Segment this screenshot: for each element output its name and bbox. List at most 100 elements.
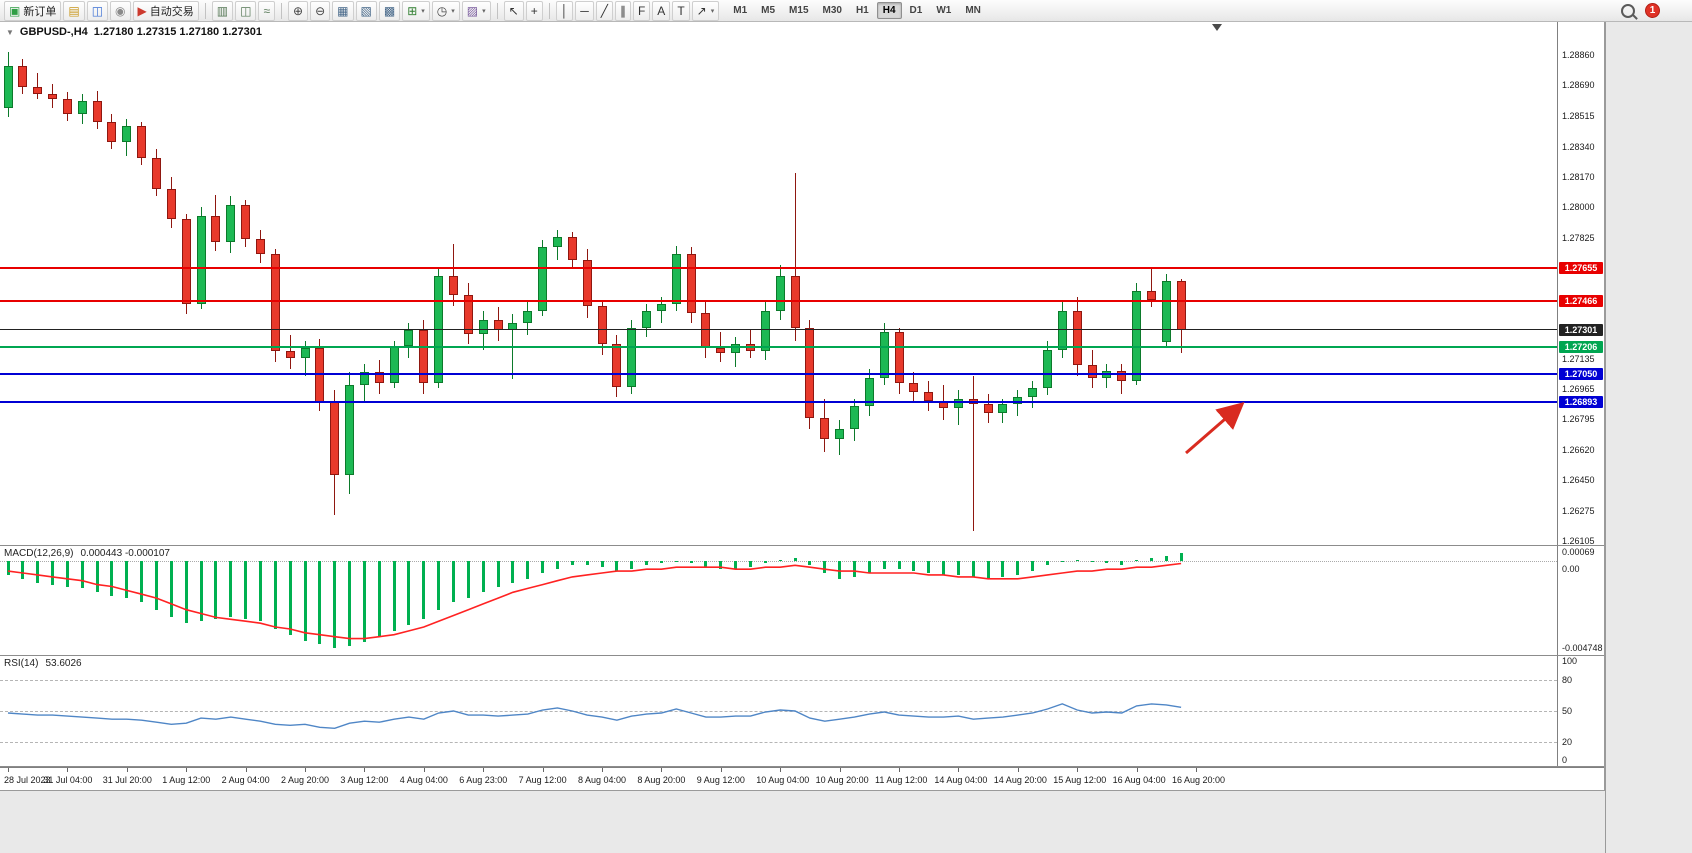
macd-bar xyxy=(1001,561,1005,577)
macd-bar xyxy=(1164,555,1168,562)
candle xyxy=(820,418,830,440)
macd-bar xyxy=(155,561,158,610)
bar-chart-mode-button[interactable]: ▥ xyxy=(211,0,234,21)
zoom-out-button[interactable]: ⊖ xyxy=(310,0,331,21)
rsi-line xyxy=(7,703,1182,730)
timeframe-mn-button[interactable]: MN xyxy=(965,5,981,16)
candle xyxy=(62,99,72,114)
arrows-tool-button[interactable]: ↗ ▾ xyxy=(691,0,720,21)
rsi-axis: 100 80 50 20 0 xyxy=(1557,656,1604,766)
channel-tool-button[interactable]: ∥ xyxy=(614,0,631,21)
timeframe-m30-button[interactable]: M30 xyxy=(822,5,842,16)
fibonacci-tool-button[interactable]: F xyxy=(632,0,651,21)
time-label: 4 Aug 04:00 xyxy=(399,775,448,785)
macd-bar xyxy=(630,561,634,570)
rsi-plot[interactable]: RSI(14) 53.6026 xyxy=(0,656,1557,766)
arrange-windows-button[interactable]: ▩ xyxy=(378,0,401,21)
candle xyxy=(835,428,845,440)
autotrading-button[interactable]: ▶ 自动交易 xyxy=(132,0,199,21)
horizontal-line[interactable] xyxy=(0,329,1557,331)
price-axis[interactable]: 1.28860 1.28690 1.28515 1.28340 1.28170 1.280… xyxy=(1557,22,1604,545)
candle xyxy=(538,247,548,311)
pane-splitter[interactable] xyxy=(0,655,1604,656)
cascade-windows-button[interactable]: ▧ xyxy=(355,0,377,21)
label-tool-button[interactable]: T xyxy=(672,0,690,21)
candle-wick xyxy=(304,340,306,376)
time-label: 14 Aug 20:00 xyxy=(993,775,1047,785)
candle xyxy=(463,294,473,334)
timeframe-w1-button[interactable]: W1 xyxy=(936,5,952,16)
pane-splitter[interactable] xyxy=(0,545,1604,546)
profile-button[interactable]: ◫ xyxy=(86,0,109,21)
zoom-in-icon: ⊕ xyxy=(293,3,304,18)
trendline-tool-icon: ╱ xyxy=(600,3,608,18)
timeframe-m15-button[interactable]: M15 xyxy=(789,5,809,16)
candle xyxy=(686,254,696,313)
candle xyxy=(1013,397,1023,405)
macd-bar xyxy=(21,561,25,579)
crosshair-tool-button[interactable]: + xyxy=(525,0,543,21)
time-label: 16 Aug 20:00 xyxy=(1172,775,1226,785)
timeframe-h1-button[interactable]: H1 xyxy=(855,5,869,16)
macd-bar xyxy=(1120,561,1124,566)
price-tick: 1.28690 xyxy=(1562,80,1595,91)
notification-badge[interactable]: 1 xyxy=(1645,3,1660,18)
search-icon[interactable] xyxy=(1621,3,1635,18)
time-tick xyxy=(1196,768,1197,772)
macd-bar xyxy=(734,561,738,570)
price-tick: 1.28860 xyxy=(1562,50,1595,61)
vertical-line-tool-button[interactable]: │ xyxy=(555,0,574,21)
zoom-in-button[interactable]: ⊕ xyxy=(288,0,309,21)
rsi-axis-label: 0 xyxy=(1562,755,1568,765)
periods-button[interactable]: ◷ ▾ xyxy=(431,0,460,21)
macd-bar xyxy=(526,561,530,579)
macd-bar xyxy=(704,561,708,568)
timeframe-m5-button[interactable]: M5 xyxy=(761,5,776,16)
templates-button[interactable]: ▨ ▾ xyxy=(461,0,491,21)
text-tool-button[interactable]: A xyxy=(652,0,671,21)
macd-bar xyxy=(288,561,292,635)
horizontal-line[interactable] xyxy=(0,345,1557,348)
toolbar: ▣ 新订单 ▤ ◫ ◉ ▶ 自动交易 ▥ ◫ ≈ ⊕ ⊖ ▦ ▧ ▩ ⊞ ▾ ◷ ▾ ▨ ▾ ↖ + │ ─ ╱ ∥ F A T ↗ ▾ M1… xyxy=(0,0,1692,22)
indicators-button[interactable]: ⊞ ▾ xyxy=(402,0,430,21)
time-tick xyxy=(1017,768,1019,772)
charts-button[interactable]: ▤ xyxy=(63,0,85,21)
cursor-tool-button[interactable]: ↖ xyxy=(503,0,524,21)
time-label: 31 Jul 04:00 xyxy=(43,775,93,785)
tile-windows-button[interactable]: ▦ xyxy=(332,0,354,21)
horizontal-line[interactable] xyxy=(0,400,1557,403)
new-order-button[interactable]: ▣ 新订单 xyxy=(4,0,62,21)
line-chart-mode-button[interactable]: ≈ xyxy=(258,0,276,21)
price-tick: 1.26620 xyxy=(1562,444,1595,455)
trendline-tool-button[interactable]: ╱ xyxy=(595,0,613,21)
templates-icon: ▨ xyxy=(466,3,479,18)
rsi-level-line xyxy=(0,680,1557,682)
one-click-trading-toggle[interactable]: ▼ xyxy=(6,28,14,37)
macd-bar xyxy=(867,561,871,573)
macd-bar xyxy=(481,561,485,593)
candle xyxy=(731,344,741,354)
horizontal-line[interactable] xyxy=(0,266,1557,269)
chart-shift-marker[interactable] xyxy=(1212,24,1222,31)
timeframe-d1-button[interactable]: D1 xyxy=(909,5,923,16)
timeframe-m1-button[interactable]: M1 xyxy=(733,5,748,16)
horizontal-line[interactable] xyxy=(0,373,1557,376)
chart-window: ▼ GBPUSD-,H4 1.27180 1.27315 1.27180 1.2… xyxy=(0,22,1605,790)
macd-plot[interactable]: MACD(12,26,9) 0.000443 -0.000107 xyxy=(0,546,1557,655)
community-button[interactable]: ◉ xyxy=(110,0,131,21)
macd-bar xyxy=(1090,561,1094,563)
horizontal-line-tool-button[interactable]: ─ xyxy=(575,0,594,21)
horizontal-line[interactable] xyxy=(0,299,1557,302)
candle xyxy=(671,254,681,304)
candle xyxy=(255,238,265,255)
pane-splitter xyxy=(0,766,1604,767)
candle-chart-mode-button[interactable]: ◫ xyxy=(235,0,257,21)
dropdown-caret-icon: ▾ xyxy=(421,7,425,15)
time-axis[interactable]: 28 Jul 2023 31 Jul 04:00 31 Jul 20:00 1 Aug… xyxy=(0,767,1604,790)
timeframe-h4-button[interactable]: H4 xyxy=(876,2,902,19)
macd-bar xyxy=(763,561,767,564)
candle xyxy=(152,157,161,190)
candle xyxy=(300,347,310,359)
main-chart-plot[interactable]: ▼ GBPUSD-,H4 1.27180 1.27315 1.27180 1.2… xyxy=(0,22,1557,545)
cursor-tool-icon: ↖ xyxy=(508,3,519,18)
